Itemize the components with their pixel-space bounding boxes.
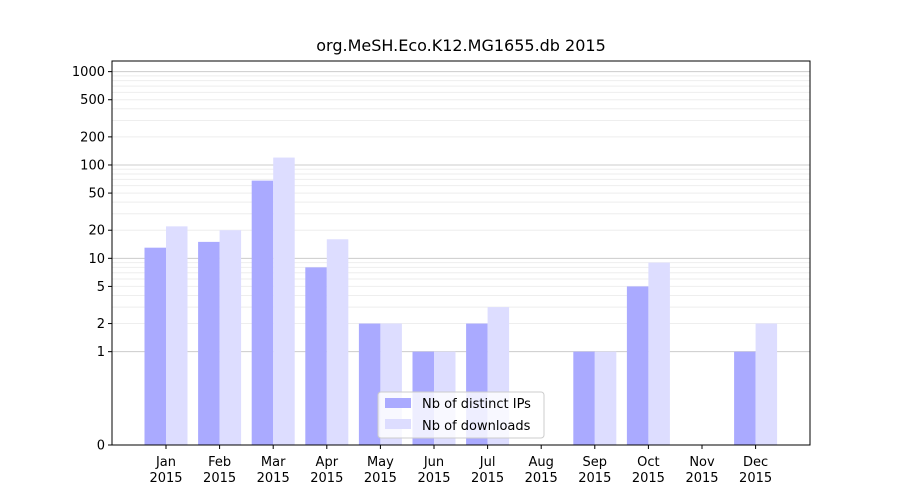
- legend: Nb of distinct IPs Nb of downloads: [377, 391, 545, 439]
- x-tick-label: Feb 2015: [203, 455, 236, 486]
- bar-distinct-ips: [626, 286, 649, 445]
- bar-distinct-ips: [198, 241, 220, 445]
- plot-frame: [111, 60, 811, 446]
- bars: [144, 157, 778, 446]
- y-tick-label: 100: [80, 158, 105, 173]
- bar-downloads: [648, 262, 670, 445]
- x-tick-label: Aug 2015: [525, 455, 558, 486]
- y-tick-label: 1: [97, 345, 105, 360]
- bar-downloads: [755, 323, 778, 445]
- y-tick-label: 500: [80, 93, 105, 108]
- bar-downloads: [326, 239, 349, 445]
- y-axis: 0 1 2 5 10 20 50 100 200 500 1000: [72, 65, 112, 454]
- y-tick-label: 200: [80, 130, 105, 145]
- y-tick-label: 10: [88, 252, 105, 267]
- bar-downloads: [273, 157, 295, 446]
- x-tick-label: Oct 2015: [632, 455, 665, 486]
- chart-title: org.MeSH.Eco.K12.MG1655.db 2015: [316, 36, 606, 55]
- legend-swatch-downloads: [385, 419, 411, 429]
- legend-box: [377, 391, 545, 439]
- bar-distinct-ips: [573, 351, 595, 445]
- legend-label-downloads: Nb of downloads: [422, 419, 531, 434]
- y-tick-label: 0: [97, 439, 105, 454]
- x-axis: Jan 2015 Feb 2015 Mar 2015 Apr 2015 May 2015 Jun 20…: [149, 445, 772, 486]
- y-tick-label: 50: [88, 187, 105, 202]
- bar-downloads: [219, 230, 242, 445]
- y-tick-label: 1000: [72, 65, 105, 80]
- x-tick-label: May 2015: [364, 455, 397, 486]
- bar-distinct-ips: [251, 180, 274, 445]
- x-tick-label: Dec 2015: [739, 455, 772, 486]
- bar-distinct-ips: [358, 323, 381, 445]
- x-tick-label: Apr 2015: [310, 455, 343, 486]
- bar-distinct-ips: [144, 247, 166, 445]
- y-tick-label: 20: [88, 224, 105, 239]
- bar-distinct-ips: [734, 351, 756, 445]
- x-tick-label: Jun 2015: [417, 455, 450, 486]
- x-tick-label: Sep 2015: [578, 455, 611, 486]
- legend-label-distinct-ips: Nb of distinct IPs: [422, 397, 531, 412]
- bar-downloads: [166, 226, 188, 445]
- x-tick-label: Jan 2015: [149, 455, 182, 486]
- y-tick-label: 2: [97, 317, 105, 332]
- bar-downloads: [594, 351, 617, 445]
- bar-distinct-ips: [305, 267, 327, 445]
- y-tick-label: 5: [97, 280, 105, 295]
- legend-swatch-distinct-ips: [385, 398, 411, 408]
- x-tick-label: Jul 2015: [471, 455, 504, 486]
- x-tick-label: Mar 2015: [257, 455, 290, 486]
- x-tick-label: Nov 2015: [685, 455, 718, 486]
